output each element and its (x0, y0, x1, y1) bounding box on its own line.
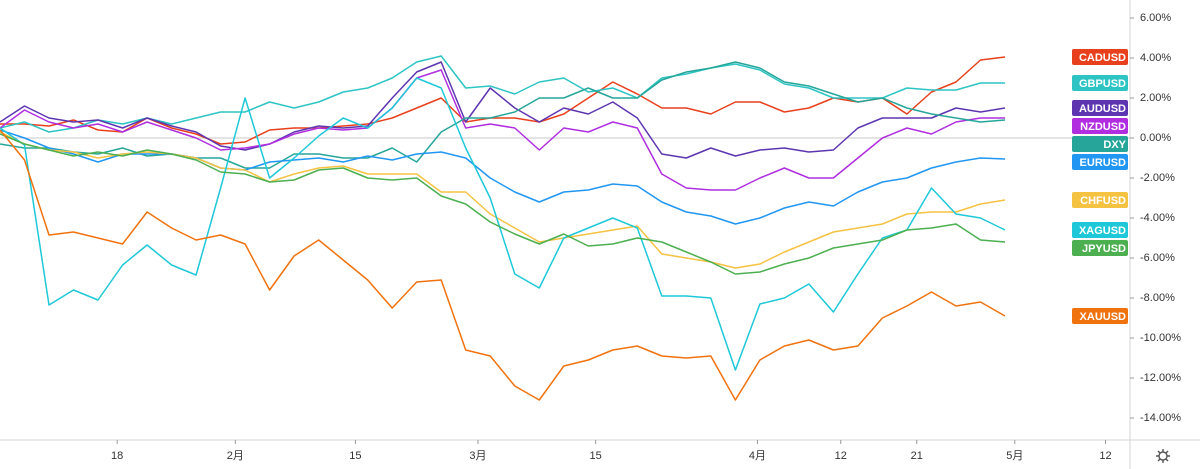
x-tick-label: 2月 (227, 450, 244, 462)
legend-swatch (1072, 75, 1128, 91)
legend-label: NZDUSD (1080, 121, 1126, 133)
y-tick-label: 0.00% (1140, 132, 1171, 144)
legend-item: DXY (1072, 136, 1128, 152)
x-tick-label: 3月 (469, 450, 486, 462)
legend-swatch (1072, 136, 1128, 152)
x-tick-label: 5月 (1006, 450, 1023, 462)
legend-item: JPYUSD (1072, 240, 1128, 256)
y-tick-label: 4.00% (1140, 52, 1171, 64)
legend-label: AUDUSD (1079, 103, 1126, 115)
y-tick-label: -10.00% (1140, 332, 1181, 344)
legend-label: CHFUSD (1080, 195, 1126, 207)
y-tick-label: 6.00% (1140, 12, 1171, 24)
x-tick-label: 15 (349, 450, 361, 462)
series-line (0, 133, 1006, 275)
y-tick-label: -4.00% (1140, 212, 1175, 224)
series-line (0, 55, 1005, 133)
legend-item: XAGUSD (1072, 222, 1128, 238)
legend-item: CHFUSD (1072, 192, 1128, 208)
legend-swatch (1072, 222, 1128, 238)
x-tick-label: 15 (590, 450, 602, 462)
legend-swatch (1072, 49, 1128, 65)
x-tick-label: 12 (835, 450, 847, 462)
legend-swatch (1072, 118, 1128, 134)
series-line (0, 129, 1006, 225)
series-line (0, 69, 1005, 191)
settings-icon[interactable] (1156, 449, 1170, 463)
legend-item: NZDUSD (1072, 118, 1128, 134)
y-tick-label: -8.00% (1140, 292, 1175, 304)
legend-swatch (1072, 154, 1128, 170)
y-tick-label: -2.00% (1140, 172, 1175, 184)
y-tick-label: -6.00% (1140, 252, 1175, 264)
legend-swatch (1072, 100, 1128, 116)
legend-swatch (1072, 192, 1128, 208)
legend-swatch (1072, 240, 1128, 256)
legend-label: XAUUSD (1080, 311, 1127, 323)
legend-label: JPYUSD (1082, 243, 1126, 255)
legend-item: CADUSD (1072, 49, 1128, 65)
legend-label: DXY (1103, 139, 1126, 151)
y-tick-label: -14.00% (1140, 412, 1181, 424)
x-tick-label: 12 (1099, 450, 1111, 462)
legend-label: XAGUSD (1079, 225, 1126, 237)
legend-item: EURUSD (1072, 154, 1128, 170)
legend-label: CADUSD (1079, 52, 1126, 64)
series-line (0, 129, 1006, 401)
y-tick-label: -12.00% (1140, 372, 1181, 384)
x-tick-label: 21 (911, 450, 923, 462)
x-tick-label: 4月 (749, 450, 766, 462)
legend-swatch (1072, 308, 1128, 324)
lines (0, 55, 1006, 401)
series-line (0, 77, 1006, 371)
legend-item: AUDUSD (1072, 100, 1128, 116)
x-tick-label: 18 (111, 450, 123, 462)
legend-label: EURUSD (1080, 157, 1127, 169)
legend-label: GBPUSD (1079, 78, 1126, 90)
series-line (0, 61, 1006, 159)
y-tick-label: 2.00% (1140, 92, 1171, 104)
legend-item: XAUUSD (1072, 308, 1128, 324)
legend-item: GBPUSD (1072, 75, 1128, 91)
